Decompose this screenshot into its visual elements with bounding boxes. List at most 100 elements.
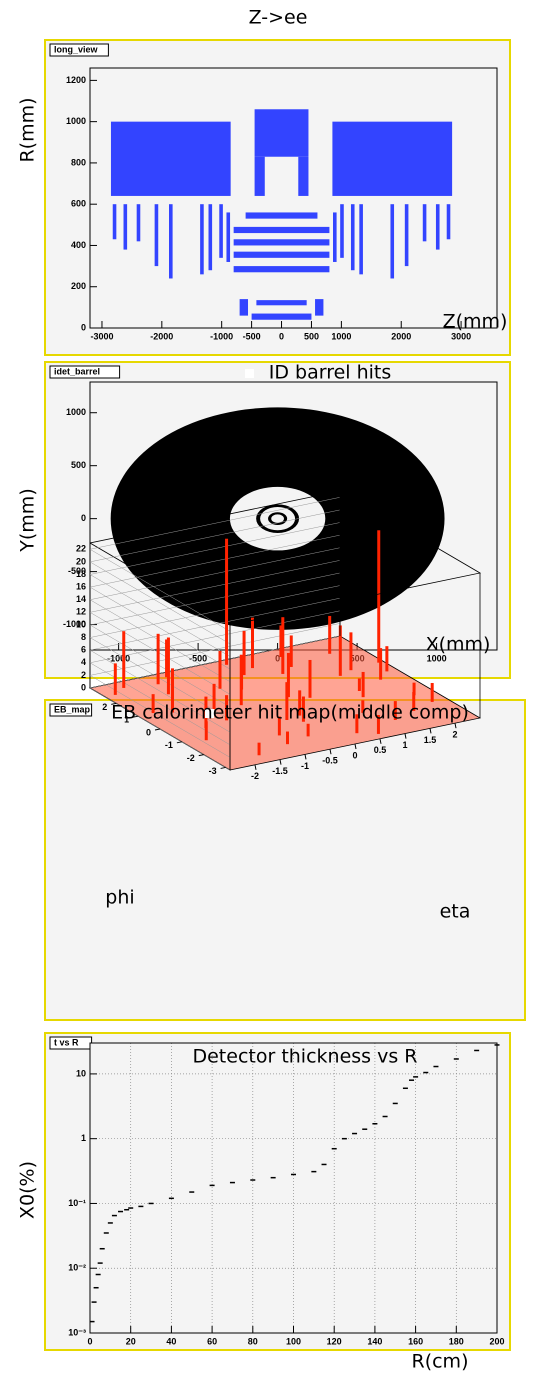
lego-bar (286, 652, 290, 698)
hit-region (208, 204, 213, 271)
x-tick-label: 0 (352, 750, 357, 760)
y-axis-label: Y(mm) (17, 488, 39, 552)
z-tick-label: 10 (76, 619, 86, 629)
y-tick (220, 766, 226, 769)
y-tick-label: 10 (76, 1068, 86, 1078)
x-tick-label: 80 (248, 1336, 258, 1346)
lego-bar (298, 690, 302, 716)
grid-line (89, 572, 341, 626)
lego-bar (393, 701, 397, 720)
x-tick (354, 743, 357, 750)
lego-bar (338, 625, 342, 676)
x-tick-label: -3000 (90, 331, 113, 341)
panel-label-box (49, 43, 109, 57)
x-axis-label: Z(mm) (443, 311, 508, 333)
hit-region (200, 204, 204, 275)
lego-bar (306, 723, 310, 737)
lego-bar (361, 700, 365, 713)
y-tick-label: 800 (71, 157, 86, 167)
x-tick (329, 749, 332, 755)
y-tick-label: 200 (71, 281, 86, 291)
grid-line (89, 547, 341, 600)
hit-region (233, 251, 330, 258)
page-title: Z->ee (249, 7, 308, 29)
y-tick-label: 0 (81, 513, 86, 523)
lego-bar (412, 692, 416, 711)
x-tick-label: 0 (87, 1336, 92, 1346)
hit-region (298, 156, 309, 196)
y-tick (111, 702, 117, 705)
panel-label-box (49, 365, 121, 379)
hit-region (226, 212, 231, 262)
x-tick-label: 60 (207, 1336, 217, 1346)
hit-region (254, 109, 309, 157)
z-tick-label: 4 (81, 657, 86, 667)
y-tick-label: 500 (71, 460, 86, 470)
hit-region (233, 266, 330, 273)
y-tick-label: -3 (209, 766, 217, 776)
x-tick-label: -1000 (107, 653, 130, 663)
hit-region (245, 212, 318, 219)
lego-bar (257, 742, 261, 756)
lego-bar (122, 631, 126, 688)
x-tick-label: -1.5 (272, 766, 288, 776)
lego-bar (328, 615, 332, 654)
lego-bar (430, 682, 434, 702)
lego-bar (377, 530, 381, 663)
box-edge (229, 490, 482, 626)
hit-region (254, 156, 265, 196)
grid-line (89, 509, 341, 563)
lego-bar (225, 695, 229, 721)
x-tick-label: -1000 (210, 331, 233, 341)
x-axis-label: X(mm) (426, 634, 491, 656)
lego-bar (156, 633, 160, 685)
grid-line (89, 610, 341, 664)
y-tick-label: 1200 (66, 75, 86, 85)
grid-line (89, 599, 231, 682)
y-axis-label: X0(%) (17, 1161, 39, 1219)
hit-region (340, 204, 344, 258)
grid-line (89, 549, 231, 632)
hit-region (154, 204, 159, 267)
title-box (245, 369, 254, 378)
x-tick-label: -2000 (150, 331, 173, 341)
z-tick-label: 8 (81, 632, 86, 642)
lego-bar (385, 646, 389, 672)
chart-title: EB calorimeter hit map(middle comp) (111, 702, 469, 724)
x-tick-label: 1.5 (424, 735, 437, 745)
x-tick-label: 1000 (427, 653, 447, 663)
x-tick-label: 1000 (331, 331, 351, 341)
lego-bar (412, 682, 416, 696)
hit-region (390, 204, 395, 279)
x-tick (304, 754, 307, 760)
x-tick-label: 0 (279, 331, 284, 341)
grid-line (89, 675, 231, 758)
lego-bar (308, 659, 312, 698)
z-tick-label: 14 (76, 594, 86, 604)
grid-line (89, 597, 341, 651)
x-tick-label: -500 (189, 653, 207, 663)
x-tick-label: 1 (402, 740, 407, 750)
hit-region (123, 204, 128, 250)
x-tick-label: 20 (126, 1336, 136, 1346)
lego-bar (251, 617, 254, 669)
lego-bar (379, 648, 383, 680)
plot-area (90, 68, 497, 328)
y-tick-label: 10⁻³ (68, 1327, 86, 1337)
y-tick (198, 754, 204, 757)
x-tick-label: -1 (301, 761, 309, 771)
x-axis-label: R(cm) (412, 1351, 469, 1373)
hit-region (404, 204, 409, 267)
hit-region (169, 204, 173, 279)
x-tick (454, 723, 457, 729)
hit-region (422, 204, 427, 242)
hit-region (219, 204, 223, 258)
title-box (205, 709, 214, 718)
x-tick (379, 738, 382, 744)
x-tick-label: 40 (166, 1336, 176, 1346)
y-tick (133, 715, 139, 718)
x-axis-label: eta (440, 901, 471, 923)
y-tick-label: 10⁻¹ (68, 1198, 86, 1208)
hit-region (239, 299, 249, 316)
hit-region (350, 204, 355, 271)
